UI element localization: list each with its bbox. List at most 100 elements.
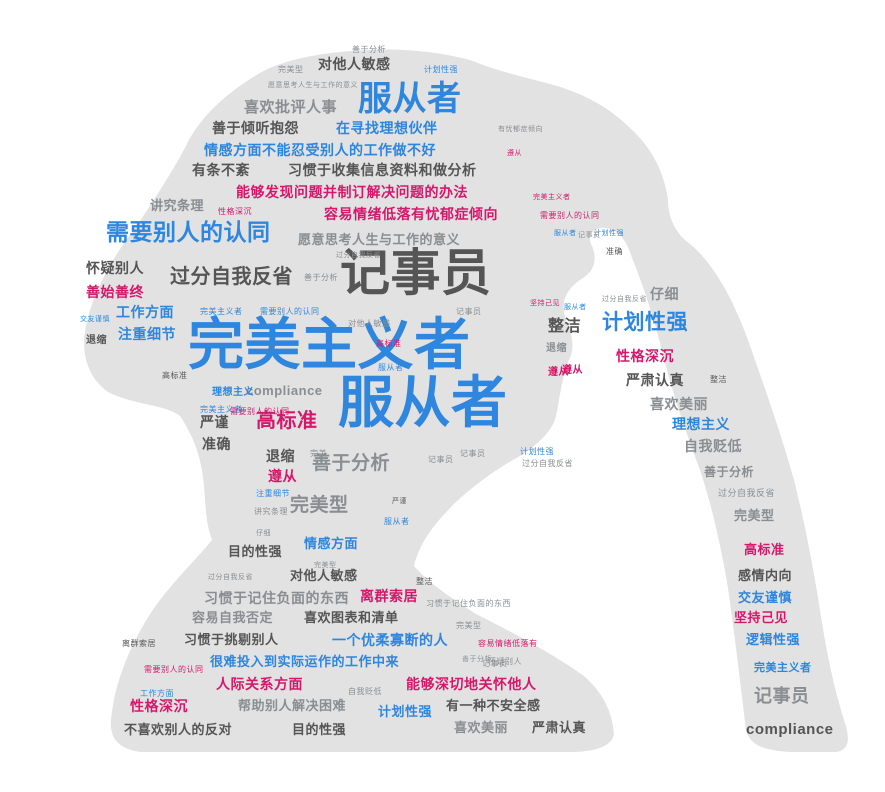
word-29: 理想主义: [672, 417, 730, 433]
word-35: 退缩: [266, 449, 295, 465]
word-55: 习惯于挑剔别人: [184, 633, 279, 648]
word-113: 服从者: [384, 517, 410, 526]
silhouette-shape: [84, 49, 848, 752]
word-75: 需要别人的认同: [540, 211, 600, 220]
word-18: 讲究条理: [150, 199, 205, 214]
word-26: 性格深沉: [616, 349, 674, 365]
word-44: 逻辑性强: [746, 633, 801, 648]
word-65: 目的性强: [292, 723, 347, 738]
word-51: 习惯于记住负面的东西: [204, 591, 349, 607]
word-50: 对他人敏感: [290, 569, 358, 584]
word-86: 完美主义者: [200, 307, 243, 316]
word-61: 帮助别人解决困难: [238, 699, 347, 714]
word-67: 严肃认真: [532, 721, 587, 736]
word-98: 遵从: [562, 365, 583, 376]
word-45: 完美主义者: [754, 661, 812, 674]
word-119: 善于分析: [462, 655, 492, 663]
word-64: 不喜欢别人的反对: [124, 723, 233, 738]
word-21: 怀疑别人: [86, 261, 144, 277]
word-34: 准确: [202, 437, 231, 453]
word-116: 完美型: [456, 621, 482, 630]
word-22: 善始善终: [86, 285, 144, 301]
word-40: 高标准: [744, 543, 785, 558]
word-56: 一个优柔寡断的人: [332, 633, 448, 649]
word-25: 整洁: [548, 316, 582, 335]
word-27: 严肃认真: [626, 373, 684, 389]
word-74: 完美主义者: [533, 193, 571, 201]
word-60: 性格深沉: [130, 699, 188, 715]
word-110: 严谨: [392, 497, 407, 505]
word-94: 理想主义: [212, 387, 254, 398]
word-108: 计划性强: [520, 447, 554, 456]
word-8: 善于分析: [312, 452, 391, 474]
word-9: 完美型: [290, 494, 349, 516]
word-2: 记事员: [340, 244, 492, 302]
word-104: 过分自我反省: [522, 459, 573, 468]
word-53: 容易自我否定: [192, 611, 274, 626]
word-112: 仔细: [256, 529, 271, 537]
word-12: 善于倾听抱怨: [212, 121, 299, 137]
word-36: 遵从: [268, 469, 297, 485]
word-15: 有条不紊: [192, 163, 250, 179]
word-71: 愿意思考人生与工作的意义: [268, 81, 358, 89]
word-28: 喜欢美丽: [650, 397, 708, 413]
word-76: 性格深沉: [218, 207, 252, 216]
word-5: 过分自我反省: [170, 264, 293, 288]
word-23: 工作方面: [116, 305, 174, 321]
word-95: 完美主义者: [200, 405, 243, 414]
word-102: 整洁: [710, 375, 727, 384]
word-82: 善于分析: [304, 273, 338, 282]
word-43: 坚持己见: [734, 611, 789, 626]
word-100: 退缩: [546, 343, 567, 354]
word-41: 感情内向: [738, 569, 793, 584]
word-59: 能够深切地关怀他人: [406, 677, 537, 693]
word-6: 计划性强: [602, 310, 688, 334]
word-77: 计划性强: [594, 229, 624, 237]
word-62: 计划性强: [378, 705, 433, 720]
word-1: 服从者: [338, 371, 508, 436]
word-109: 注重细节: [256, 489, 290, 498]
word-92: 服从者: [378, 363, 404, 372]
word-16: 习惯于收集信息资料和做分析: [288, 163, 477, 179]
word-121: 需要别人的认同: [144, 665, 204, 674]
word-33: 严谨: [200, 415, 229, 431]
word-107: 记事员: [428, 455, 454, 464]
word-80: 准确: [606, 247, 623, 256]
word-47: compliance: [746, 721, 834, 738]
word-14: 情感方面不能忍受别人的工作做不好: [204, 143, 436, 159]
word-63: 有一种不安全感: [446, 699, 541, 714]
word-114: 过分自我反省: [208, 573, 253, 581]
word-93: 高标准: [162, 371, 188, 380]
word-11: 对他人敏感: [318, 57, 391, 73]
word-89: 退缩: [86, 335, 107, 346]
word-84: 记事员: [456, 307, 482, 316]
word-115: 习惯于记住负面的东西: [426, 599, 511, 608]
word-3: 服从者: [358, 79, 462, 119]
word-13: 在寻找理想伙伴: [336, 121, 438, 137]
word-120: 离群索居: [122, 639, 156, 648]
word-105: 完美型: [314, 561, 337, 569]
word-31: 仔细: [650, 287, 679, 303]
word-103: 记事员: [460, 449, 486, 458]
word-118: 怀疑别人: [488, 657, 522, 666]
word-73: 遵从: [507, 149, 522, 157]
word-52: 离群索居: [360, 589, 418, 605]
word-37: 善于分析: [704, 465, 755, 479]
word-88: 交友谨慎: [80, 315, 110, 323]
word-10: 喜欢批评人事: [244, 98, 338, 116]
word-30: 自我贬低: [684, 439, 742, 455]
word-79: 服从者: [554, 229, 577, 237]
word-54: 喜欢图表和清单: [304, 611, 399, 626]
word-106: 整洁: [416, 577, 433, 586]
word-66: 喜欢美丽: [454, 721, 509, 736]
word-90: 坚持己见: [530, 299, 560, 307]
word-68: 善于分析: [352, 45, 386, 54]
word-91: 高标准: [376, 339, 402, 348]
word-39: 完美型: [734, 509, 775, 524]
word-96: 需要别人的认同: [230, 407, 290, 416]
word-85: 服从者: [564, 303, 587, 311]
word-32: compliance: [246, 383, 323, 398]
word-42: 交友谨慎: [738, 591, 793, 606]
